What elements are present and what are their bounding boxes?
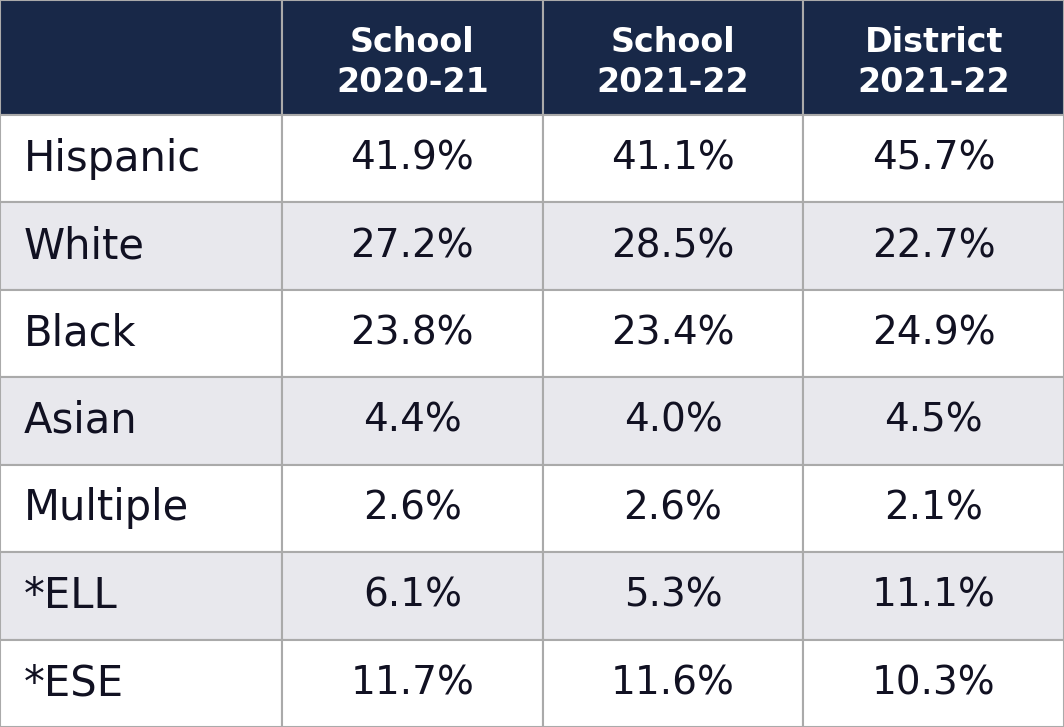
Text: 5.3%: 5.3% bbox=[624, 577, 722, 615]
Text: 10.3%: 10.3% bbox=[871, 664, 996, 702]
Text: 11.7%: 11.7% bbox=[350, 664, 475, 702]
Text: 6.1%: 6.1% bbox=[363, 577, 462, 615]
Text: 27.2%: 27.2% bbox=[350, 227, 475, 265]
Text: 23.4%: 23.4% bbox=[611, 315, 735, 353]
Text: 22.7%: 22.7% bbox=[871, 227, 996, 265]
Text: 41.9%: 41.9% bbox=[350, 140, 475, 177]
Bar bbox=[803, 465, 1064, 552]
Text: 2.6%: 2.6% bbox=[624, 489, 722, 527]
Text: 28.5%: 28.5% bbox=[612, 227, 734, 265]
Bar bbox=[282, 202, 543, 290]
Bar bbox=[282, 115, 543, 202]
Text: White: White bbox=[23, 225, 145, 267]
Text: *ESE: *ESE bbox=[23, 662, 123, 704]
Bar bbox=[0, 465, 282, 552]
Text: 45.7%: 45.7% bbox=[871, 140, 996, 177]
Text: 23.8%: 23.8% bbox=[350, 315, 475, 353]
Bar bbox=[543, 640, 803, 727]
Bar bbox=[282, 377, 543, 465]
Bar bbox=[0, 115, 282, 202]
Text: 2020-21: 2020-21 bbox=[336, 66, 488, 99]
Bar bbox=[803, 377, 1064, 465]
Bar bbox=[0, 0, 282, 115]
Bar bbox=[282, 290, 543, 377]
Bar bbox=[803, 290, 1064, 377]
Text: 2021-22: 2021-22 bbox=[858, 66, 1010, 99]
Text: 11.1%: 11.1% bbox=[871, 577, 996, 615]
Bar bbox=[543, 465, 803, 552]
Text: District: District bbox=[864, 26, 1003, 59]
Text: Black: Black bbox=[23, 313, 136, 355]
Text: 4.5%: 4.5% bbox=[884, 402, 983, 440]
Bar bbox=[803, 640, 1064, 727]
Bar bbox=[543, 290, 803, 377]
Bar bbox=[543, 115, 803, 202]
Text: Asian: Asian bbox=[23, 400, 137, 442]
Text: 2.6%: 2.6% bbox=[363, 489, 462, 527]
Bar bbox=[0, 202, 282, 290]
Bar bbox=[0, 290, 282, 377]
Bar bbox=[543, 0, 803, 115]
Bar bbox=[282, 0, 543, 115]
Bar bbox=[282, 465, 543, 552]
Text: 24.9%: 24.9% bbox=[871, 315, 996, 353]
Bar bbox=[0, 552, 282, 640]
Text: School: School bbox=[611, 26, 735, 59]
Bar bbox=[543, 377, 803, 465]
Bar bbox=[803, 115, 1064, 202]
Text: 4.4%: 4.4% bbox=[363, 402, 462, 440]
Bar bbox=[282, 640, 543, 727]
Text: *ELL: *ELL bbox=[23, 575, 117, 616]
Bar bbox=[803, 552, 1064, 640]
Text: 2.1%: 2.1% bbox=[884, 489, 983, 527]
Text: 41.1%: 41.1% bbox=[611, 140, 735, 177]
Text: 2021-22: 2021-22 bbox=[597, 66, 749, 99]
Bar bbox=[543, 202, 803, 290]
Bar bbox=[0, 377, 282, 465]
Text: 4.0%: 4.0% bbox=[624, 402, 722, 440]
Bar bbox=[543, 552, 803, 640]
Text: Multiple: Multiple bbox=[23, 487, 188, 529]
Text: Hispanic: Hispanic bbox=[23, 137, 201, 180]
Bar bbox=[0, 640, 282, 727]
Bar bbox=[282, 552, 543, 640]
Bar bbox=[803, 0, 1064, 115]
Text: School: School bbox=[350, 26, 475, 59]
Text: 11.6%: 11.6% bbox=[611, 664, 735, 702]
Bar bbox=[803, 202, 1064, 290]
